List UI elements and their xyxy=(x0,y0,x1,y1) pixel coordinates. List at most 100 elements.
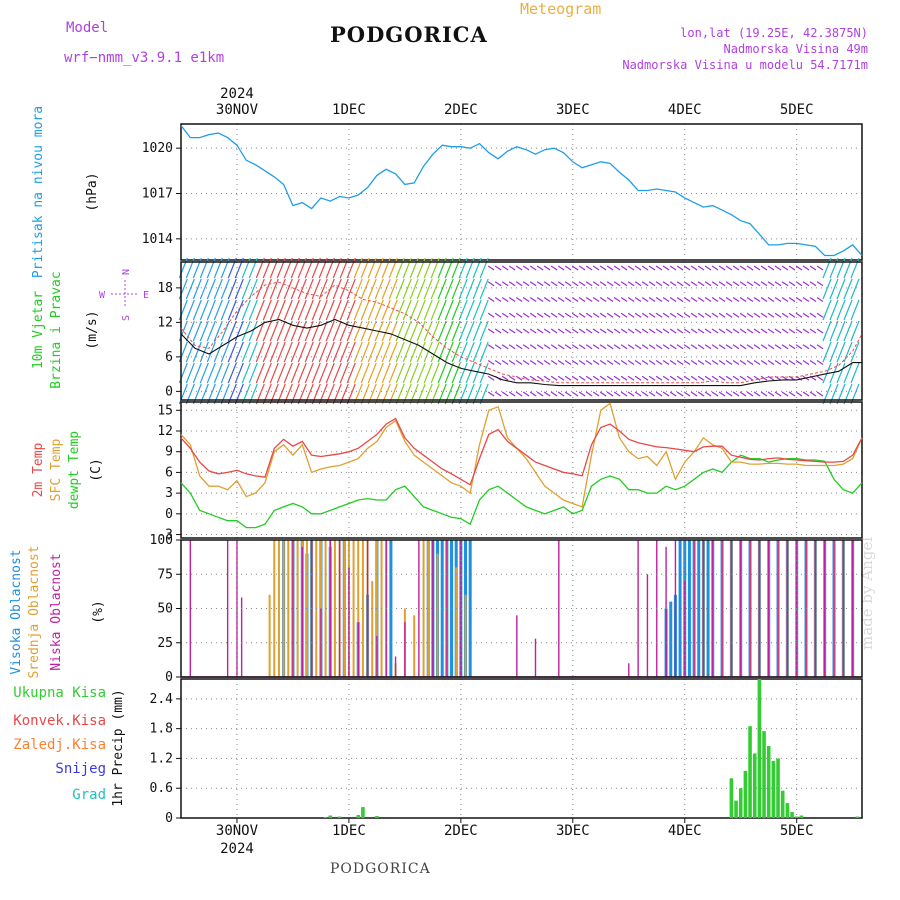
wind-barb xyxy=(283,278,293,300)
wind-barb xyxy=(746,297,754,302)
wind-barb xyxy=(816,281,824,287)
wind-barb xyxy=(515,360,523,365)
panel-frame xyxy=(180,261,863,401)
wind-barb xyxy=(353,341,363,363)
wind-barb xyxy=(346,341,356,363)
wind-barb xyxy=(718,281,726,287)
wind-barb xyxy=(248,341,258,363)
wind-barb xyxy=(704,375,712,381)
wind-barb xyxy=(704,328,712,334)
wind-barb xyxy=(416,278,426,300)
wind-barb xyxy=(346,362,356,384)
wind-barb xyxy=(836,341,846,363)
wind-barb xyxy=(676,297,684,302)
wind-barb xyxy=(199,257,209,279)
wind-barb xyxy=(788,265,796,271)
wind-barb xyxy=(487,360,495,365)
wind-barb xyxy=(718,344,726,350)
wind-barb xyxy=(529,344,537,350)
wind-barb xyxy=(430,383,440,405)
cloud-bar xyxy=(637,540,639,677)
wind-barb xyxy=(725,281,733,287)
wind-barb xyxy=(332,299,342,321)
meteogram-label: Meteogram xyxy=(520,0,602,18)
wind-barb xyxy=(325,257,335,279)
wind-barb xyxy=(423,362,433,384)
wind-barb xyxy=(816,391,824,397)
wind-barb xyxy=(248,278,258,300)
precip-bar xyxy=(790,812,794,818)
wind-barb xyxy=(508,281,516,287)
wind-barb xyxy=(809,265,817,271)
wind-barb xyxy=(199,320,209,342)
wind-barb xyxy=(241,341,251,363)
wind-barb xyxy=(802,360,810,365)
precip-bar xyxy=(734,800,738,818)
wind-barb xyxy=(613,297,621,302)
wind-barb xyxy=(529,265,537,271)
wind-barb xyxy=(381,278,391,300)
wind-barb xyxy=(739,312,747,318)
wind-barb xyxy=(662,391,670,397)
wind-barb xyxy=(564,312,572,318)
wind-barb xyxy=(781,281,789,287)
wind-barb xyxy=(374,341,384,363)
wind-barb xyxy=(339,362,349,384)
wind-barb xyxy=(213,257,223,279)
cloud-bar xyxy=(851,540,854,677)
wind-barb xyxy=(809,360,817,365)
cloud-bar xyxy=(287,540,290,677)
wind-barb xyxy=(802,344,810,350)
wind-barb xyxy=(648,375,656,381)
cloud-bar xyxy=(749,540,751,677)
wind-barb xyxy=(304,278,314,300)
wind-barb xyxy=(409,320,419,342)
wind-barb xyxy=(479,257,489,279)
wind-barb xyxy=(444,278,454,300)
wind-barb xyxy=(325,383,335,405)
wind-barb xyxy=(739,344,747,350)
wind-barb xyxy=(346,299,356,321)
wind-barb xyxy=(613,360,621,365)
wind-barb xyxy=(641,360,649,365)
wind-barb xyxy=(192,278,202,300)
wind-barb xyxy=(557,344,565,350)
wind-barb xyxy=(325,341,335,363)
wind-barb xyxy=(508,265,516,271)
wind-barb xyxy=(206,257,216,279)
wind-barb xyxy=(809,281,817,287)
wind-barb xyxy=(262,362,272,384)
wind-barb xyxy=(571,360,579,365)
wind-barb xyxy=(571,265,579,271)
wind-barb xyxy=(641,297,649,302)
wind-barb xyxy=(255,299,265,321)
wind-barb xyxy=(508,328,516,334)
wind-barb xyxy=(850,362,860,384)
wind-barb xyxy=(508,360,516,365)
wind-barb xyxy=(704,297,712,302)
wind-barb xyxy=(487,265,495,271)
wind-barb xyxy=(781,265,789,271)
wind-barb xyxy=(402,257,412,279)
wind-barb xyxy=(634,328,642,334)
wind-barb xyxy=(290,383,300,405)
wind-barb xyxy=(767,328,775,334)
wind-barb xyxy=(501,328,509,334)
wind-barb xyxy=(234,299,244,321)
wind-barb xyxy=(669,360,677,365)
wind-barb xyxy=(416,383,426,405)
cloud-bar xyxy=(273,540,276,677)
wind-barb xyxy=(802,297,810,302)
wind-barb xyxy=(276,257,286,279)
bottom-date-label: 5DEC xyxy=(780,823,814,839)
wind-barb xyxy=(515,344,523,350)
wind-barb xyxy=(409,299,419,321)
wind-barb xyxy=(613,312,621,318)
top-year-label: 2024 xyxy=(220,86,254,102)
y-tick-label: 1.2 xyxy=(150,751,173,766)
wind-barb xyxy=(606,312,614,318)
wind-barb xyxy=(437,299,447,321)
wind-barb xyxy=(585,344,593,350)
wind-barb xyxy=(276,341,286,363)
wind-barb xyxy=(704,360,712,365)
